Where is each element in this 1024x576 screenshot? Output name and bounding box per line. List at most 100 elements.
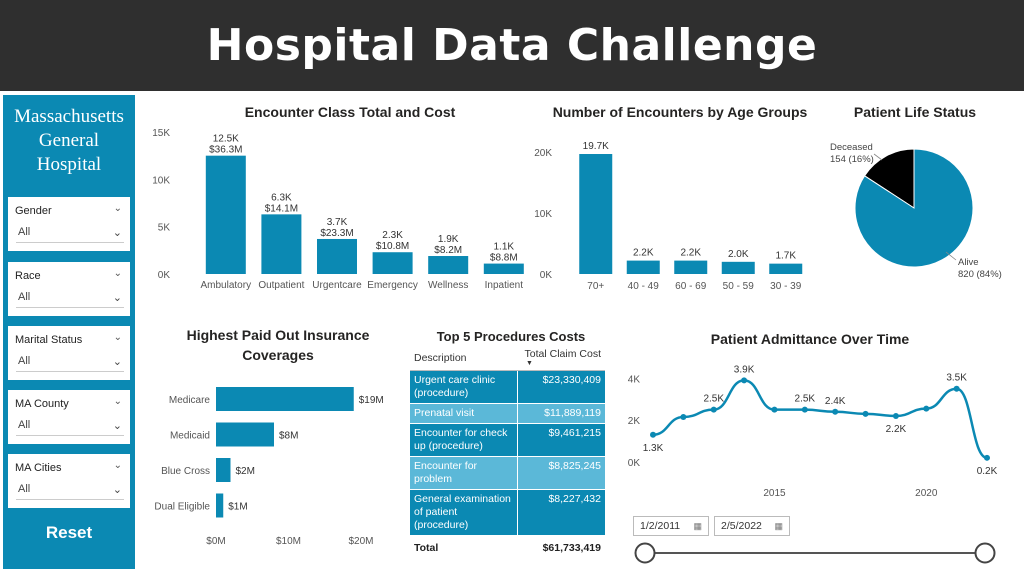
life-status-title: Patient Life Status [853, 104, 977, 120]
point-label: 2.4K [825, 396, 846, 407]
column-description[interactable]: Description [414, 351, 467, 364]
race-dropdown[interactable]: All ⌄ [16, 288, 124, 308]
leader-line [873, 153, 883, 161]
y-tick-label: 5K [158, 223, 171, 234]
slider-end-handle[interactable] [974, 542, 996, 564]
point-label: 3.9K [734, 364, 755, 375]
data-point [710, 406, 717, 413]
race-slicer[interactable]: Race ⌄ All ⌄ [8, 262, 130, 316]
bar [216, 493, 224, 518]
hospital-name: Massachusetts General Hospital [14, 106, 124, 175]
value-label: 2.2K [633, 248, 654, 259]
bar [216, 422, 274, 447]
ma-county-dropdown[interactable]: All ⌄ [16, 416, 124, 436]
gender-label: Gender [15, 205, 52, 217]
ma-cities-dropdown[interactable]: All ⌄ [16, 480, 124, 500]
y-tick-label: 0K [158, 270, 171, 281]
table-row[interactable]: Encounter for check up (procedure) $9,46… [410, 424, 605, 457]
x-tick-label: Urgentcare [312, 280, 362, 291]
x-tick-label: 40 - 49 [628, 281, 660, 292]
data-point [741, 377, 748, 384]
race-label: Race [15, 270, 41, 282]
value-label: $1M [228, 502, 247, 513]
data-point [650, 431, 656, 438]
value-label: 2.2K [680, 248, 701, 259]
gender-dropdown[interactable]: All ⌄ [16, 223, 124, 243]
age-groups-title: Number of Encounters by Age Groups [552, 104, 808, 120]
bar [205, 155, 246, 274]
sort-desc-icon: ▼ [526, 360, 533, 367]
marital-status-slicer[interactable]: Marital Status ⌄ All ⌄ [8, 326, 130, 380]
deceased-value-label: 154 (16%) [830, 154, 874, 165]
filter-sidebar: Massachusetts General Hospital Gender ⌄ … [3, 95, 135, 569]
bar [626, 260, 660, 274]
procedures-title: Top 5 Procedures Costs [436, 329, 586, 344]
insurance-title: Highest Paid Out Insurance Coverages [186, 327, 370, 363]
column-total-claim-cost[interactable]: Total Claim Cost ▼ [518, 348, 605, 367]
x-tick-label: $0M [206, 536, 225, 547]
table-row[interactable]: Encounter for problem $8,825,245 [410, 457, 605, 490]
x-tick-label: 60 - 69 [675, 281, 707, 292]
ma-county-slicer[interactable]: MA County ⌄ All ⌄ [8, 390, 130, 444]
bar [216, 458, 231, 482]
y-tick-label: Medicare [169, 395, 211, 406]
slider-start-handle[interactable] [634, 542, 656, 564]
date-range-slider[interactable] [630, 540, 1000, 568]
cost-label: $8.2M [434, 245, 462, 256]
bar [579, 154, 613, 274]
reset-button[interactable]: Reset [45, 523, 93, 542]
chevron-down-icon[interactable]: ⌄ [113, 460, 122, 471]
series-line [652, 379, 988, 460]
y-tick-label: 0K [628, 458, 641, 469]
ma-cities-label: MA Cities [15, 462, 62, 474]
marital-status-label: Marital Status [15, 334, 83, 346]
point-label: 2.2K [886, 424, 907, 435]
page-header: Hospital Data Challenge [0, 0, 1024, 91]
x-tick-label: Ambulatory [201, 280, 252, 291]
data-point [923, 405, 930, 412]
x-tick-label: $20M [348, 536, 373, 547]
data-point [984, 454, 990, 461]
value-label: 2.0K [728, 249, 749, 260]
leader-line [945, 251, 957, 261]
admittance-title: Patient Admittance Over Time [710, 331, 910, 347]
chevron-down-icon[interactable]: ⌄ [113, 268, 122, 279]
table-row[interactable]: Prenatal visit $11,889,119 [410, 404, 605, 424]
bar [674, 260, 708, 274]
pie-slice [863, 148, 915, 209]
deceased-name-label: Deceased [830, 142, 873, 153]
y-tick-label: 20K [534, 148, 552, 159]
insurance-chart: Medicare $19M Medicaid $8M Blue Cross $2M Dual… [154, 387, 384, 547]
x-tick-label: 50 - 59 [723, 281, 755, 292]
chevron-down-icon: ⌄ [112, 292, 122, 304]
table-row[interactable]: General examination of patient (procedur… [410, 490, 605, 536]
x-tick-label: $10M [276, 536, 301, 547]
table-row[interactable]: Urgent care clinic (procedure) $23,330,4… [410, 371, 605, 404]
ma-cities-slicer[interactable]: MA Cities ⌄ All ⌄ [8, 454, 130, 508]
x-tick-label: 2015 [763, 488, 786, 499]
value-label: $19M [359, 395, 384, 406]
data-point [771, 406, 778, 413]
chevron-down-icon: ⌄ [112, 484, 122, 496]
encounter-class-title: Encounter Class Total and Cost [244, 104, 456, 120]
data-point [862, 410, 869, 417]
chevron-down-icon[interactable]: ⌄ [113, 396, 122, 407]
chevron-down-icon[interactable]: ⌄ [113, 203, 122, 214]
procedures-table: Description Total Claim Cost ▼ Urgent car… [410, 345, 605, 554]
y-tick-label: Medicaid [170, 431, 210, 442]
ma-county-label: MA County [15, 398, 69, 410]
x-tick-label: Emergency [367, 280, 418, 291]
x-tick-label: 30 - 39 [770, 281, 802, 292]
marital-status-dropdown[interactable]: All ⌄ [16, 352, 124, 372]
bar [721, 261, 755, 274]
value-label: 1.9K [438, 234, 459, 245]
gender-slicer[interactable]: Gender ⌄ All ⌄ [8, 197, 130, 251]
calendar-icon[interactable]: ▦ [693, 520, 702, 531]
point-label: 2.5K [795, 394, 816, 405]
chevron-down-icon[interactable]: ⌄ [113, 332, 122, 343]
calendar-icon[interactable]: ▦ [774, 520, 783, 531]
bar [261, 214, 302, 274]
end-date-input[interactable]: 2/5/2022 ▦ [714, 516, 790, 536]
start-date-input[interactable]: 1/2/2011 ▦ [633, 516, 709, 536]
